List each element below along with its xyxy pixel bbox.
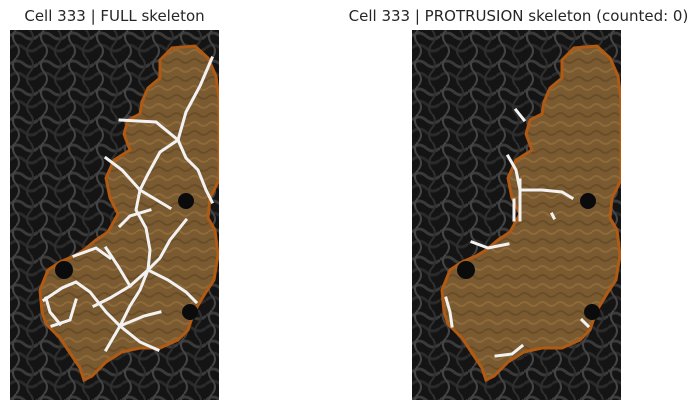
cell-mask [38,44,219,383]
hole [182,304,198,320]
hole [178,193,194,209]
hole [584,304,600,320]
panel-title-full: Cell 333 | FULL skeleton [24,7,205,25]
panel-title-protrusion: Cell 333 | PROTRUSION skeleton (counted:… [348,7,689,25]
hole [55,261,73,279]
hole [457,261,475,279]
full-skeleton [41,56,215,353]
full-skeleton-image [10,30,219,400]
hole [580,193,596,209]
protrusion-skeleton [444,107,591,358]
cell-mask [440,44,621,383]
protrusion-skeleton-image [412,30,621,400]
